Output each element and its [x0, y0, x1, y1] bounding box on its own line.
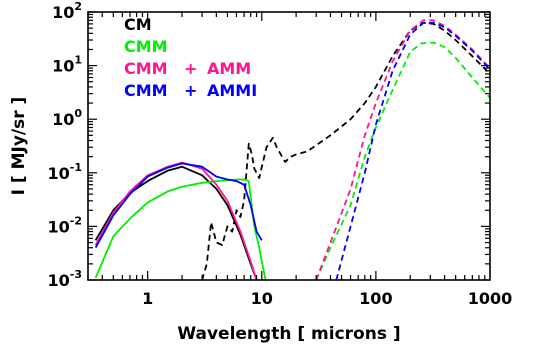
x-axis-ticks: 1 10 100 1000 [87, 12, 513, 308]
x-tick-label: 100 [359, 289, 392, 308]
legend-entry: CMM + AMMI [124, 81, 257, 100]
series-0-dashed-line [201, 21, 490, 280]
series-1-dashed-line [315, 41, 490, 280]
x-axis-label: Wavelength [ microns ] [177, 324, 400, 344]
y-tick-label: 101 [52, 54, 82, 76]
series-2-dashed-line [315, 19, 490, 280]
y-tick-label: 10-1 [48, 161, 83, 183]
series-3-solid-line [94, 162, 263, 249]
chart-series-group [94, 19, 490, 280]
legend-entry: CMM [124, 37, 168, 56]
y-axis-label: I [ MJy/sr ] [9, 97, 29, 196]
x-tick-label: 10 [251, 289, 273, 308]
series-0-solid-line [94, 165, 258, 280]
y-tick-label: 102 [52, 0, 82, 22]
x-tick-label: 1000 [468, 289, 513, 308]
series-3-dashed-line [335, 21, 490, 280]
y-axis-ticks: 10-3 10-2 10-1 100 101 102 [48, 0, 490, 290]
chart-legend: CM CMM CMM + AMM CMM + AMMI [124, 15, 257, 100]
x-tick-label: 1 [142, 289, 153, 308]
legend-entry: CM [124, 15, 152, 34]
y-tick-label: 10-2 [48, 214, 83, 236]
legend-entry: CMM + AMM [124, 59, 251, 78]
y-tick-label: 100 [52, 107, 82, 129]
plot-frame [87, 11, 491, 281]
y-tick-label: 10-3 [48, 268, 83, 290]
